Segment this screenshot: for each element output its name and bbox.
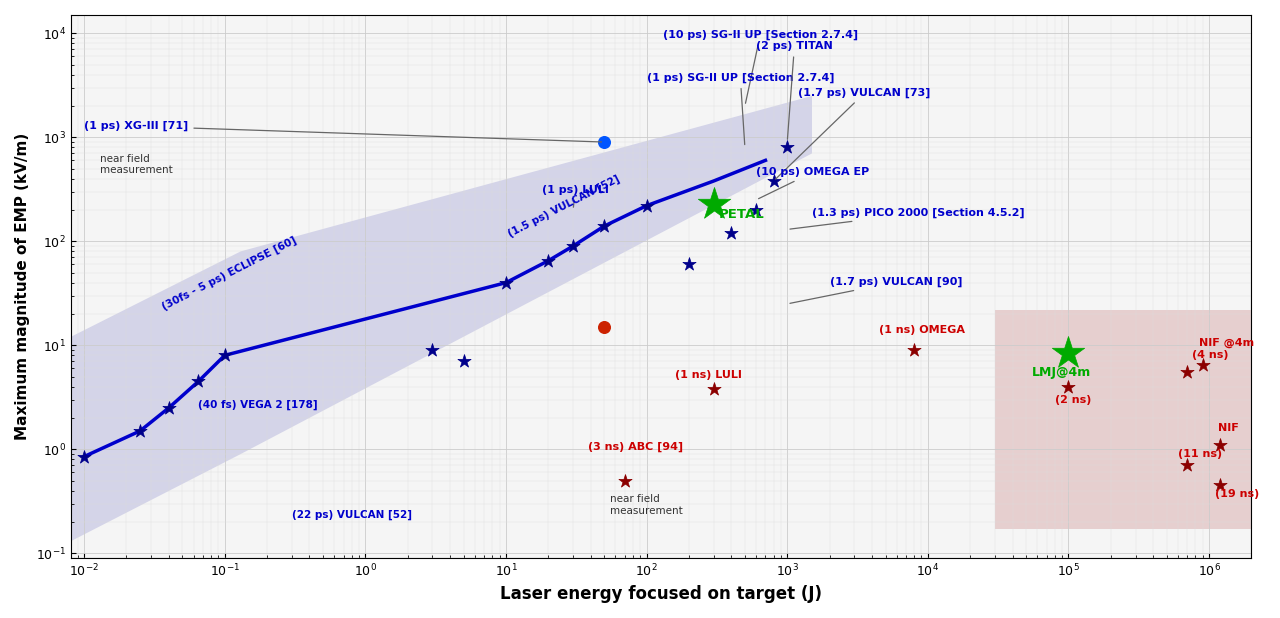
Point [1210,440,1230,450]
Text: LMJ@4m: LMJ@4m [1032,366,1092,379]
Point [215,350,236,360]
Point [1193,360,1213,370]
Text: (22 ps) VULCAN [52]: (22 ps) VULCAN [52] [292,510,412,520]
Text: (30fs - 5 ps) ECLIPSE [60]: (30fs - 5 ps) ECLIPSE [60] [161,235,298,312]
Text: (1.5 ps) VULCAN [52]: (1.5 ps) VULCAN [52] [506,174,621,239]
Text: (4 ns): (4 ns) [1192,350,1228,360]
Text: (1 ns) LULI: (1 ns) LULI [676,370,742,381]
Point [614,476,635,486]
Text: (40 fs) VEGA 2 [178]: (40 fs) VEGA 2 [178] [198,400,317,410]
Text: (11 ns): (11 ns) [1178,449,1222,459]
Point [1210,480,1230,490]
Y-axis label: Maximum magnitude of EMP (kV/m): Maximum magnitude of EMP (kV/m) [15,133,29,440]
Polygon shape [995,310,1254,529]
Text: (2 ns): (2 ns) [1055,395,1092,405]
Point [188,376,209,386]
Text: NIF @4m: NIF @4m [1199,337,1254,347]
Point [704,384,724,394]
Point [538,256,558,266]
Point [1178,460,1198,470]
Point [594,221,614,231]
Point [563,241,584,251]
Point [1178,367,1198,377]
Text: (1.7 ps) VULCAN [90]: (1.7 ps) VULCAN [90] [790,277,963,303]
Point [636,201,657,211]
Polygon shape [70,96,812,541]
Point [746,205,767,215]
Text: (10 ps) SG-II UP [Section 2.7.4]: (10 ps) SG-II UP [Section 2.7.4] [663,30,858,103]
Text: (1.7 ps) VULCAN [73]: (1.7 ps) VULCAN [73] [776,88,931,179]
Text: (1 ps) XG-III [71]: (1 ps) XG-III [71] [84,121,602,142]
Text: (1 ns) OMEGA: (1 ns) OMEGA [879,326,965,336]
Point [495,277,516,287]
Text: PETAL: PETAL [718,208,764,221]
Point [129,426,150,436]
Point [159,403,179,413]
Text: (2 ps) TITAN: (2 ps) TITAN [756,41,833,139]
Text: near field
measurement: near field measurement [611,494,682,515]
Point [904,345,924,355]
Point [422,345,443,355]
Point [1059,348,1079,358]
Point [721,228,741,238]
Point [1059,382,1079,392]
Text: (1 ps) LULI: (1 ps) LULI [541,185,609,207]
Text: NIF: NIF [1217,423,1238,433]
Text: (10 ps) OMEGA EP: (10 ps) OMEGA EP [756,167,869,198]
X-axis label: Laser energy focused on target (J): Laser energy focused on target (J) [500,585,822,603]
Point [594,322,614,332]
Text: (1.3 ps) PICO 2000 [Section 4.5.2]: (1.3 ps) PICO 2000 [Section 4.5.2] [790,208,1024,229]
Text: (3 ns) ABC [94]: (3 ns) ABC [94] [588,441,682,452]
Point [777,142,797,152]
Point [678,260,699,269]
Point [704,199,724,209]
Text: near field
measurement: near field measurement [100,154,173,176]
Text: (19 ns): (19 ns) [1215,489,1260,499]
Text: (1 ps) SG-II UP [Section 2.7.4]: (1 ps) SG-II UP [Section 2.7.4] [646,73,835,145]
Point [763,176,783,186]
Point [594,137,614,147]
Point [453,357,474,366]
Point [74,452,95,462]
